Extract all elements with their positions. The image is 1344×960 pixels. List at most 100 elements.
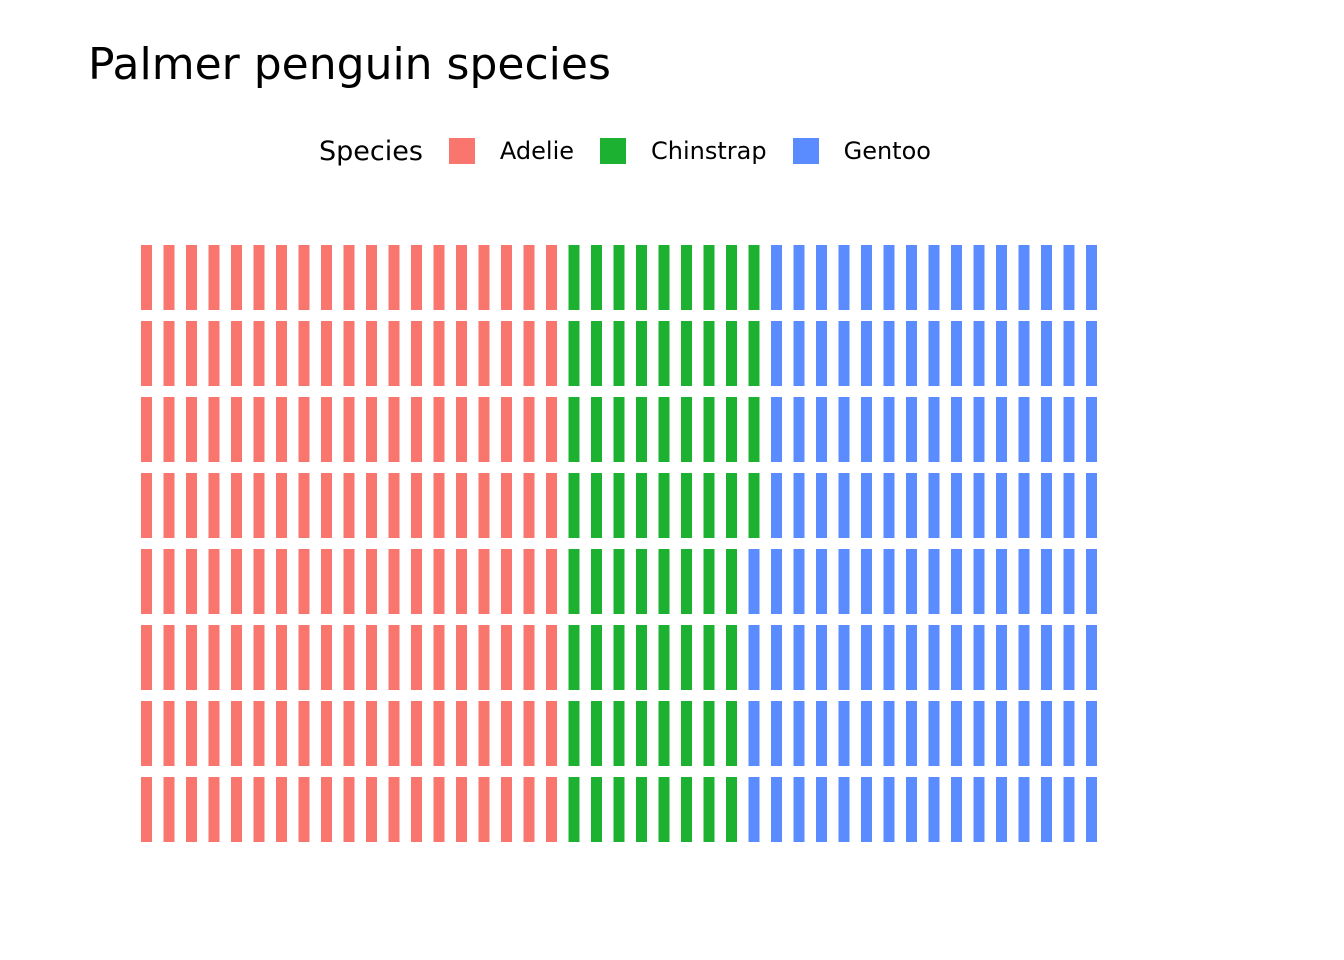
waffle-cell-chinstrap [703,397,715,462]
waffle-cell-chinstrap [568,245,580,310]
waffle-cell-chinstrap [613,321,625,386]
waffle-cell-chinstrap [613,777,625,842]
waffle-cell-gentoo [793,245,805,310]
waffle-cell-adelie [343,473,355,538]
waffle-cell-adelie [186,701,197,766]
waffle-cell-gentoo [1018,245,1030,310]
waffle-cell-adelie [253,625,265,690]
waffle-cell-gentoo [816,777,827,842]
waffle-cell-chinstrap [636,701,647,766]
waffle-cell-chinstrap [613,701,625,766]
waffle-cell-gentoo [973,397,985,462]
waffle-cell-gentoo [1063,777,1075,842]
waffle-cell-chinstrap [658,625,670,690]
waffle-cell-gentoo [1018,397,1030,462]
waffle-cell-adelie [253,397,265,462]
waffle-cell-chinstrap [703,625,715,690]
waffle-cell-adelie [456,625,467,690]
waffle-cell-gentoo [883,625,895,690]
waffle-cell-adelie [388,777,400,842]
waffle-cell-adelie [276,245,287,310]
waffle-cell-chinstrap [658,245,670,310]
waffle-cell-gentoo [973,701,985,766]
waffle-cell-adelie [411,397,422,462]
waffle-cell-adelie [523,625,535,690]
waffle-cell-gentoo [906,245,917,310]
waffle-cell-adelie [186,777,197,842]
waffle-cell-gentoo [861,397,872,462]
waffle-cell-gentoo [883,777,895,842]
waffle-cell-gentoo [951,701,962,766]
waffle-cell-adelie [523,245,535,310]
waffle-cell-adelie [208,473,220,538]
waffle-cell-gentoo [771,245,782,310]
waffle-cell-gentoo [771,321,782,386]
waffle-cell-adelie [208,777,220,842]
waffle-cell-adelie [298,245,310,310]
waffle-cell-gentoo [838,245,850,310]
waffle-cell-gentoo [771,625,782,690]
legend: Species Adelie Chinstrap Gentoo [319,134,957,168]
waffle-cell-gentoo [906,549,917,614]
waffle-cell-gentoo [838,397,850,462]
waffle-cell-adelie [321,701,332,766]
waffle-cell-adelie [343,245,355,310]
waffle-cell-gentoo [1086,245,1097,310]
waffle-cell-adelie [253,777,265,842]
waffle-cell-adelie [456,777,467,842]
waffle-cell-gentoo [816,701,827,766]
waffle-cell-gentoo [951,473,962,538]
waffle-cell-gentoo [816,549,827,614]
waffle-cell-chinstrap [591,625,602,690]
waffle-cell-adelie [321,777,332,842]
waffle-cell-gentoo [928,473,940,538]
waffle-cell-adelie [163,625,175,690]
waffle-cell-gentoo [883,321,895,386]
waffle-cell-gentoo [1041,245,1052,310]
waffle-cell-adelie [501,625,512,690]
waffle-cell-adelie [523,321,535,386]
waffle-cell-chinstrap [568,701,580,766]
waffle-cell-adelie [546,549,557,614]
waffle-cell-adelie [321,473,332,538]
waffle-cell-chinstrap [658,473,670,538]
waffle-cell-adelie [141,397,152,462]
waffle-cell-adelie [163,549,175,614]
waffle-cell-gentoo [771,701,782,766]
waffle-cell-gentoo [973,549,985,614]
waffle-cell-adelie [478,701,490,766]
legend-label-adelie: Adelie [499,137,575,165]
waffle-cell-adelie [298,321,310,386]
waffle-cell-gentoo [951,777,962,842]
waffle-cell-chinstrap [636,473,647,538]
legend-label-gentoo: Gentoo [843,137,931,165]
waffle-cell-adelie [231,777,242,842]
waffle-cell-gentoo [906,625,917,690]
waffle-cell-adelie [276,321,287,386]
waffle-cell-adelie [208,625,220,690]
waffle-cell-adelie [186,397,197,462]
waffle-cell-gentoo [996,549,1007,614]
waffle-cell-adelie [231,245,242,310]
waffle-cell-chinstrap [613,549,625,614]
waffle-cell-adelie [411,549,422,614]
waffle-cell-gentoo [748,701,760,766]
waffle-cell-adelie [411,701,422,766]
waffle-cell-gentoo [883,549,895,614]
waffle-cell-adelie [433,625,445,690]
legend-key-chinstrap [600,138,627,164]
waffle-cell-adelie [186,321,197,386]
waffle-cell-adelie [478,245,490,310]
waffle-cell-gentoo [973,245,985,310]
waffle-cell-adelie [231,321,242,386]
waffle-cell-gentoo [1086,701,1097,766]
waffle-cell-gentoo [838,549,850,614]
waffle-cell-adelie [321,625,332,690]
waffle-cell-gentoo [861,777,872,842]
waffle-cell-adelie [523,473,535,538]
waffle-cell-chinstrap [748,245,760,310]
waffle-cell-gentoo [1041,397,1052,462]
waffle-cell-gentoo [1018,777,1030,842]
waffle-cell-adelie [456,397,467,462]
waffle-cell-gentoo [906,397,917,462]
